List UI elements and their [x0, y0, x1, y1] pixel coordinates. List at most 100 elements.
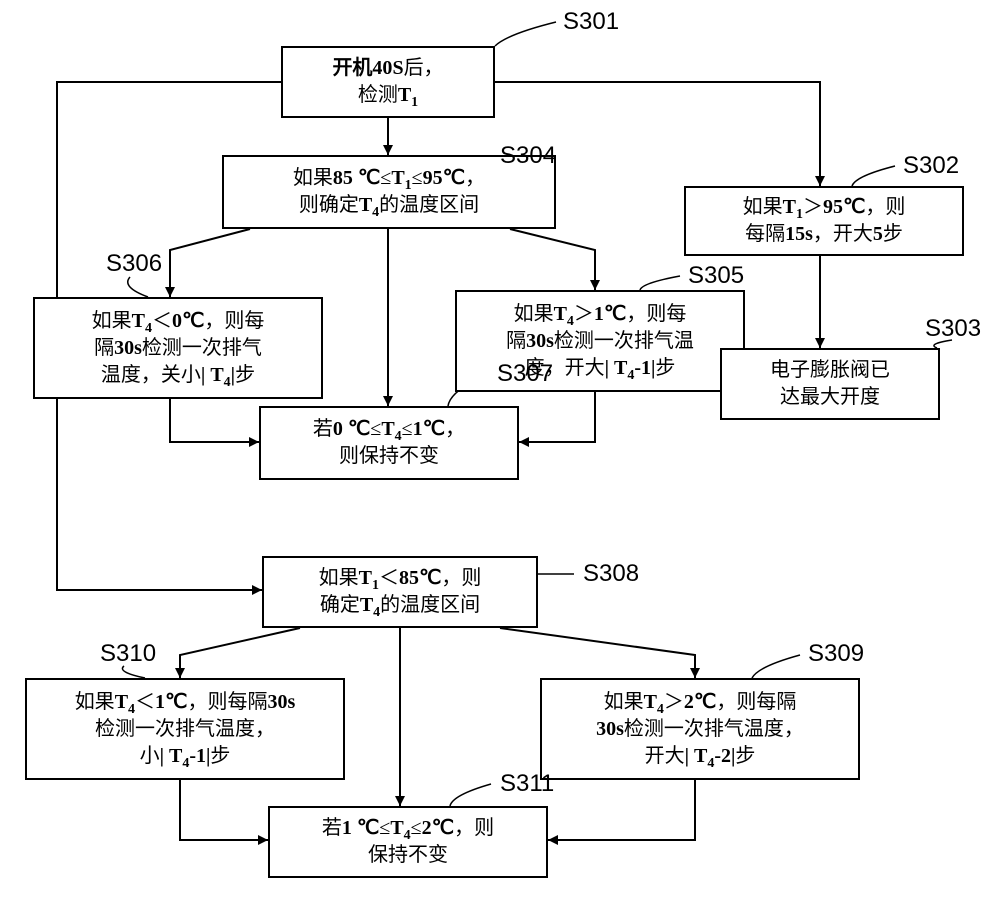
callout-s301_label: [495, 22, 556, 46]
node-text-segment: 如果: [514, 303, 554, 325]
node-text-segment: 0℃: [172, 310, 204, 332]
callout-s309_label: [752, 655, 800, 678]
node-text-segment: ，则: [865, 196, 905, 218]
node-text-segment: 步: [735, 745, 755, 767]
node-text-segment: T: [115, 691, 128, 713]
node-text-segment: ，则每隔: [188, 691, 268, 713]
node-text-segment: ≤: [370, 418, 381, 440]
node-text-segment: ≤: [412, 167, 423, 189]
node-text-segment: T: [359, 194, 372, 216]
node-text-segment: | T: [160, 745, 183, 767]
node-text-segment: ，则: [454, 817, 494, 839]
node-text-segment: 5: [873, 223, 883, 245]
node-text-segment: ＜: [152, 310, 172, 332]
edge-e_s309_s311: [548, 780, 695, 840]
node-text-segment: 达最大开度: [780, 386, 880, 408]
node-text-segment: T: [132, 310, 145, 332]
node-text-segment: 检测一次排气: [142, 337, 262, 359]
node-text-segment: 1: [796, 207, 803, 222]
node-text-segment: 30s: [596, 718, 624, 740]
node-text-segment: 步: [883, 223, 903, 245]
edge-e_s304_s306: [170, 229, 250, 297]
node-text-segment: 如果: [743, 196, 783, 218]
node-text-segment: ，则每: [626, 303, 686, 325]
node-text-segment: ＞: [574, 303, 594, 325]
node-text-segment: 检测一次排气温: [554, 330, 694, 352]
node-text-segment: 85 ℃: [333, 167, 380, 189]
step-label-s306_label: S306: [106, 250, 162, 278]
flow-node-s301: 开机40S后，检测T1: [281, 46, 495, 118]
node-text-segment: ≤: [379, 817, 390, 839]
step-label-s310_label: S310: [100, 640, 156, 668]
edge-e_s304_s305: [510, 229, 595, 290]
node-text-segment: 1℃: [413, 418, 445, 440]
node-text-segment: T: [398, 84, 411, 106]
node-text-segment: ≤: [402, 418, 413, 440]
callout-s302_label: [852, 166, 895, 186]
callout-s306_label: [128, 277, 148, 297]
node-text-segment: 的温度区间: [380, 594, 480, 616]
step-label-s302_label: S302: [903, 152, 959, 180]
node-text-segment: ≤: [380, 167, 391, 189]
node-text-segment: 步: [655, 357, 675, 379]
step-label-s303_label: S303: [925, 315, 981, 343]
flow-node-s308: 如果T1＜85℃，则确定T4的温度区间: [262, 556, 538, 628]
step-label-s305_label: S305: [688, 262, 744, 290]
node-text-segment: -1|: [634, 357, 655, 379]
node-text-segment: ＜: [135, 691, 155, 713]
node-text-segment: S: [392, 57, 403, 79]
node-text-segment: T: [783, 196, 796, 218]
node-text-segment: 每隔: [745, 223, 785, 245]
node-text-segment: 30s: [526, 330, 554, 352]
node-text-segment: 2℃: [422, 817, 454, 839]
node-text-segment: ，开大: [813, 223, 873, 245]
step-label-s309_label: S309: [808, 640, 864, 668]
node-text-segment: 如果: [293, 167, 333, 189]
node-text-segment: 4: [567, 314, 574, 329]
node-text-segment: 4: [224, 375, 231, 390]
flow-node-s310: 如果T4＜1℃，则每隔30s检测一次排气温度，小| T4-1|步: [25, 678, 345, 780]
node-text-segment: -1|: [189, 745, 210, 767]
node-text-segment: 温度，关小: [101, 364, 201, 386]
callout-s311_label: [450, 784, 491, 806]
node-text-segment: 1 ℃: [342, 817, 379, 839]
node-text-segment: T: [390, 817, 403, 839]
edge-e_s308_s309: [500, 628, 695, 678]
flow-node-s303: 电子膨胀阀已达最大开度: [720, 348, 940, 420]
callout-s305_label: [640, 276, 680, 290]
step-label-s301_label: S301: [563, 8, 619, 36]
node-text-segment: 30s: [114, 337, 142, 359]
node-text-segment: 4: [395, 429, 402, 444]
node-text-segment: 开大: [645, 745, 685, 767]
node-text-segment: T: [360, 594, 373, 616]
node-text-segment: 4: [657, 702, 664, 717]
node-text-segment: 4: [145, 321, 152, 336]
flow-node-s307: 若0 ℃≤T4≤1℃，则保持不变: [259, 406, 519, 480]
edge-e_s306_s307: [170, 399, 259, 442]
node-text-segment: 保持不变: [368, 844, 448, 866]
flow-node-s306: 如果T4＜0℃，则每隔30s检测一次排气温度，关小| T4|步: [33, 297, 323, 399]
node-text-segment: 85℃: [399, 567, 441, 589]
flow-node-s309: 如果T4＞2℃，则每隔30s检测一次排气温度，开大| T4-2|步: [540, 678, 860, 780]
node-text-segment: ≤: [411, 817, 422, 839]
edge-e_s308_s310: [180, 628, 300, 678]
node-text-segment: ，则每隔: [716, 691, 796, 713]
node-text-segment: 1℃: [594, 303, 626, 325]
node-text-segment: 隔: [506, 330, 526, 352]
flow-node-s311: 若1 ℃≤T4≤2℃，则保持不变: [268, 806, 548, 878]
node-text-segment: T: [381, 418, 394, 440]
node-text-segment: 小: [140, 745, 160, 767]
node-text-segment: 则确定: [299, 194, 359, 216]
node-text-segment: 隔: [94, 337, 114, 359]
node-text-segment: 1: [411, 95, 418, 110]
edge-e_s310_s311: [180, 780, 268, 840]
flow-node-s302: 如果T1＞95℃，则每隔15s，开大5步: [684, 186, 964, 256]
node-text-segment: 15s: [785, 223, 813, 245]
node-text-segment: 1: [372, 578, 379, 593]
node-text-segment: 95℃: [823, 196, 865, 218]
step-label-s307_label: S307: [497, 360, 553, 388]
node-text-segment: 电子膨胀阀已: [770, 359, 890, 381]
node-text-segment: 确定: [320, 594, 360, 616]
node-text-segment: 的温度区间: [379, 194, 479, 216]
node-text-segment: 步: [235, 364, 255, 386]
